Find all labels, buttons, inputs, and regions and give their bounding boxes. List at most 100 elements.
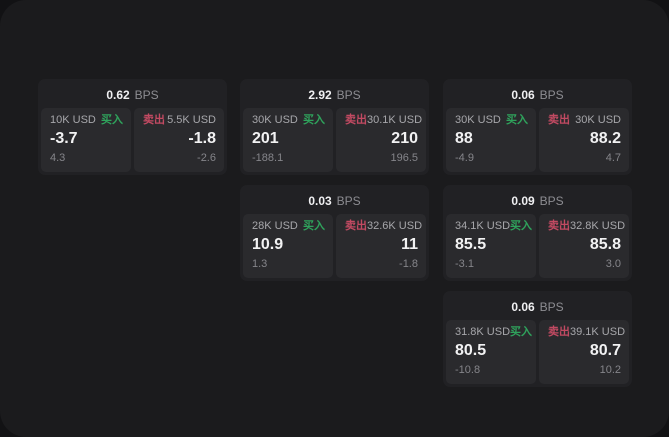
sell-panel-top: 卖出 39.1K USD	[548, 326, 625, 339]
quote-card: 0.62 BPS 10K USD 买入 -3.7 4.3 卖出 5.5K USD…	[38, 79, 227, 175]
bps-unit-label: BPS	[539, 300, 564, 314]
sell-panel-top: 卖出 32.8K USD	[548, 220, 625, 233]
sell-side-label: 卖出	[548, 220, 570, 232]
sell-panel[interactable]: 卖出 32.8K USD 85.8 3.0	[539, 214, 629, 278]
sell-delta: -1.8	[399, 258, 418, 270]
sell-delta: 4.7	[605, 152, 621, 164]
buy-panel[interactable]: 30K USD 买入 201 -188.1	[243, 108, 333, 172]
bps-value: 0.06	[511, 88, 535, 102]
card-body: 10K USD 买入 -3.7 4.3 卖出 5.5K USD -1.8 -2.…	[41, 108, 224, 172]
sell-amount: 39.1K USD	[570, 326, 626, 338]
sell-price: 80.7	[589, 342, 621, 359]
sell-price: 11	[401, 236, 418, 253]
sell-panel[interactable]: 卖出 5.5K USD -1.8 -2.6	[134, 108, 224, 172]
sell-side-label: 卖出	[548, 326, 570, 338]
buy-panel-top: 30K USD 买入	[455, 114, 528, 127]
buy-panel-top: 31.8K USD 买入	[455, 326, 532, 339]
bps-value: 0.06	[511, 300, 535, 314]
sell-delta: 3.0	[605, 258, 621, 270]
buy-amount: 30K USD	[455, 114, 501, 126]
sell-panel-top: 卖出 30K USD	[548, 114, 621, 127]
buy-panel-top: 28K USD 买入	[252, 220, 325, 233]
sell-price: 210	[391, 130, 418, 147]
sell-side-label: 卖出	[548, 114, 570, 126]
card-body: 30K USD 买入 88 -4.9 卖出 30K USD 88.2 4.7	[446, 108, 629, 172]
buy-delta: 4.3	[50, 152, 66, 164]
buy-panel-top: 30K USD 买入	[252, 114, 325, 127]
sell-panel[interactable]: 卖出 39.1K USD 80.7 10.2	[539, 320, 629, 384]
sell-side-label: 卖出	[345, 220, 367, 232]
buy-amount: 31.8K USD	[455, 326, 511, 338]
buy-side-label: 买入	[510, 326, 533, 338]
card-body: 30K USD 买入 201 -188.1 卖出 30.1K USD 210 1…	[243, 108, 426, 172]
card-body: 34.1K USD 买入 85.5 -3.1 卖出 32.8K USD 85.8…	[446, 214, 629, 278]
buy-price: 88	[455, 130, 473, 147]
quote-card: 0.06 BPS 30K USD 买入 88 -4.9 卖出 30K USD 8…	[443, 79, 632, 175]
card-header: 2.92 BPS	[243, 82, 426, 108]
card-header: 0.09 BPS	[446, 188, 629, 214]
sell-delta: 10.2	[599, 364, 621, 376]
sell-amount: 32.6K USD	[367, 220, 423, 232]
sell-delta: -2.6	[197, 152, 216, 164]
buy-panel[interactable]: 31.8K USD 买入 80.5 -10.8	[446, 320, 536, 384]
card-header: 0.03 BPS	[243, 188, 426, 214]
buy-amount: 34.1K USD	[455, 220, 511, 232]
buy-price: 201	[252, 130, 279, 147]
buy-side-label: 买入	[506, 114, 528, 126]
buy-price: 80.5	[455, 342, 487, 359]
sell-panel-top: 卖出 30.1K USD	[345, 114, 422, 127]
sell-price: 85.8	[589, 236, 621, 253]
sell-side-label: 卖出	[143, 114, 165, 126]
card-body: 28K USD 买入 10.9 1.3 卖出 32.6K USD 11 -1.8	[243, 214, 426, 278]
sell-amount: 5.5K USD	[167, 114, 216, 126]
sell-panel[interactable]: 卖出 32.6K USD 11 -1.8	[336, 214, 426, 278]
quote-card: 0.06 BPS 31.8K USD 买入 80.5 -10.8 卖出 39.1…	[443, 291, 632, 387]
card-body: 31.8K USD 买入 80.5 -10.8 卖出 39.1K USD 80.…	[446, 320, 629, 384]
buy-panel[interactable]: 28K USD 买入 10.9 1.3	[243, 214, 333, 278]
buy-price: -3.7	[50, 130, 78, 147]
sell-price: -1.8	[188, 130, 216, 147]
card-header: 0.62 BPS	[41, 82, 224, 108]
bps-unit-label: BPS	[134, 88, 159, 102]
buy-amount: 10K USD	[50, 114, 96, 126]
bps-unit-label: BPS	[539, 88, 564, 102]
sell-panel[interactable]: 卖出 30K USD 88.2 4.7	[539, 108, 629, 172]
buy-side-label: 买入	[510, 220, 533, 232]
sell-delta: 196.5	[390, 152, 418, 164]
sell-panel-top: 卖出 32.6K USD	[345, 220, 422, 233]
buy-delta: -188.1	[252, 152, 284, 164]
buy-panel[interactable]: 34.1K USD 买入 85.5 -3.1	[446, 214, 536, 278]
buy-panel-top: 34.1K USD 买入	[455, 220, 532, 233]
buy-delta: -3.1	[455, 258, 474, 270]
sell-side-label: 卖出	[345, 114, 367, 126]
bps-unit-label: BPS	[336, 194, 361, 208]
buy-amount: 30K USD	[252, 114, 298, 126]
buy-delta: 1.3	[252, 258, 268, 270]
buy-amount: 28K USD	[252, 220, 298, 232]
buy-price: 85.5	[455, 236, 487, 253]
bps-value: 0.03	[308, 194, 332, 208]
card-header: 0.06 BPS	[446, 82, 629, 108]
buy-side-label: 买入	[303, 220, 325, 232]
buy-panel[interactable]: 30K USD 买入 88 -4.9	[446, 108, 536, 172]
buy-panel[interactable]: 10K USD 买入 -3.7 4.3	[41, 108, 131, 172]
bps-value: 0.09	[511, 194, 535, 208]
quote-card: 0.09 BPS 34.1K USD 买入 85.5 -3.1 卖出 32.8K…	[443, 185, 632, 281]
bps-value: 0.62	[106, 88, 130, 102]
quote-card: 2.92 BPS 30K USD 买入 201 -188.1 卖出 30.1K …	[240, 79, 429, 175]
quote-card: 0.03 BPS 28K USD 买入 10.9 1.3 卖出 32.6K US…	[240, 185, 429, 281]
bps-value: 2.92	[308, 88, 332, 102]
sell-price: 88.2	[589, 130, 621, 147]
sell-amount: 30K USD	[575, 114, 621, 126]
bps-unit-label: BPS	[336, 88, 361, 102]
card-header: 0.06 BPS	[446, 294, 629, 320]
buy-delta: -4.9	[455, 152, 474, 164]
sell-panel[interactable]: 卖出 30.1K USD 210 196.5	[336, 108, 426, 172]
sell-amount: 32.8K USD	[570, 220, 626, 232]
buy-delta: -10.8	[455, 364, 481, 376]
buy-side-label: 买入	[101, 114, 123, 126]
buy-panel-top: 10K USD 买入	[50, 114, 123, 127]
